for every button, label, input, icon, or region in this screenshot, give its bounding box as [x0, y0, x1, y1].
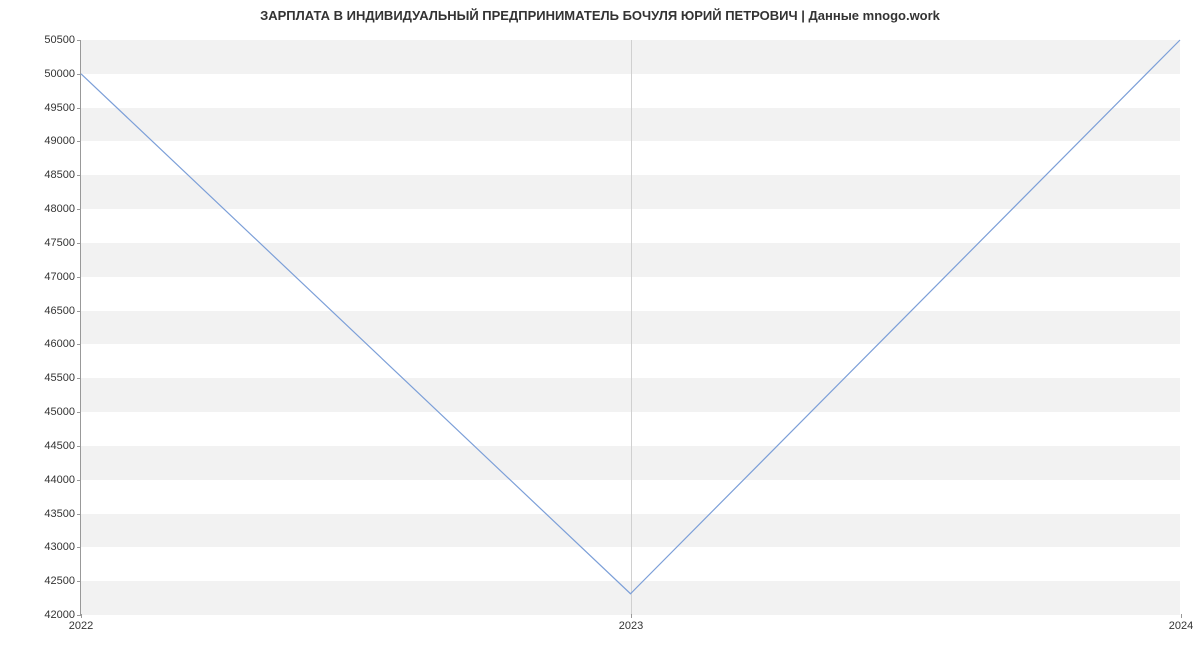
y-tick-label: 48500	[44, 169, 81, 181]
y-tick-label: 45500	[44, 372, 81, 384]
y-tick-label: 42500	[44, 575, 81, 587]
salary-line-chart: ЗАРПЛАТА В ИНДИВИДУАЛЬНЫЙ ПРЕДПРИНИМАТЕЛ…	[0, 0, 1200, 650]
y-tick-label: 45000	[44, 406, 81, 418]
series-line-salary	[81, 40, 1180, 594]
line-layer	[81, 40, 1180, 614]
y-tick-label: 43500	[44, 508, 81, 520]
y-tick-label: 47000	[44, 271, 81, 283]
x-tick-label: 2023	[619, 614, 643, 632]
y-tick-label: 44000	[44, 474, 81, 486]
chart-title: ЗАРПЛАТА В ИНДИВИДУАЛЬНЫЙ ПРЕДПРИНИМАТЕЛ…	[0, 8, 1200, 23]
y-tick-label: 47500	[44, 237, 81, 249]
y-tick-label: 50000	[44, 68, 81, 80]
y-tick-label: 43000	[44, 541, 81, 553]
x-tick-label: 2024	[1169, 614, 1193, 632]
y-tick-label: 44500	[44, 440, 81, 452]
plot-area: 4200042500430004350044000445004500045500…	[80, 40, 1180, 615]
y-tick-label: 49500	[44, 102, 81, 114]
x-tick-label: 2022	[69, 614, 93, 632]
y-tick-label: 48000	[44, 203, 81, 215]
y-tick-label: 46500	[44, 305, 81, 317]
y-tick-label: 46000	[44, 338, 81, 350]
y-tick-label: 50500	[44, 34, 81, 46]
y-tick-label: 49000	[44, 135, 81, 147]
